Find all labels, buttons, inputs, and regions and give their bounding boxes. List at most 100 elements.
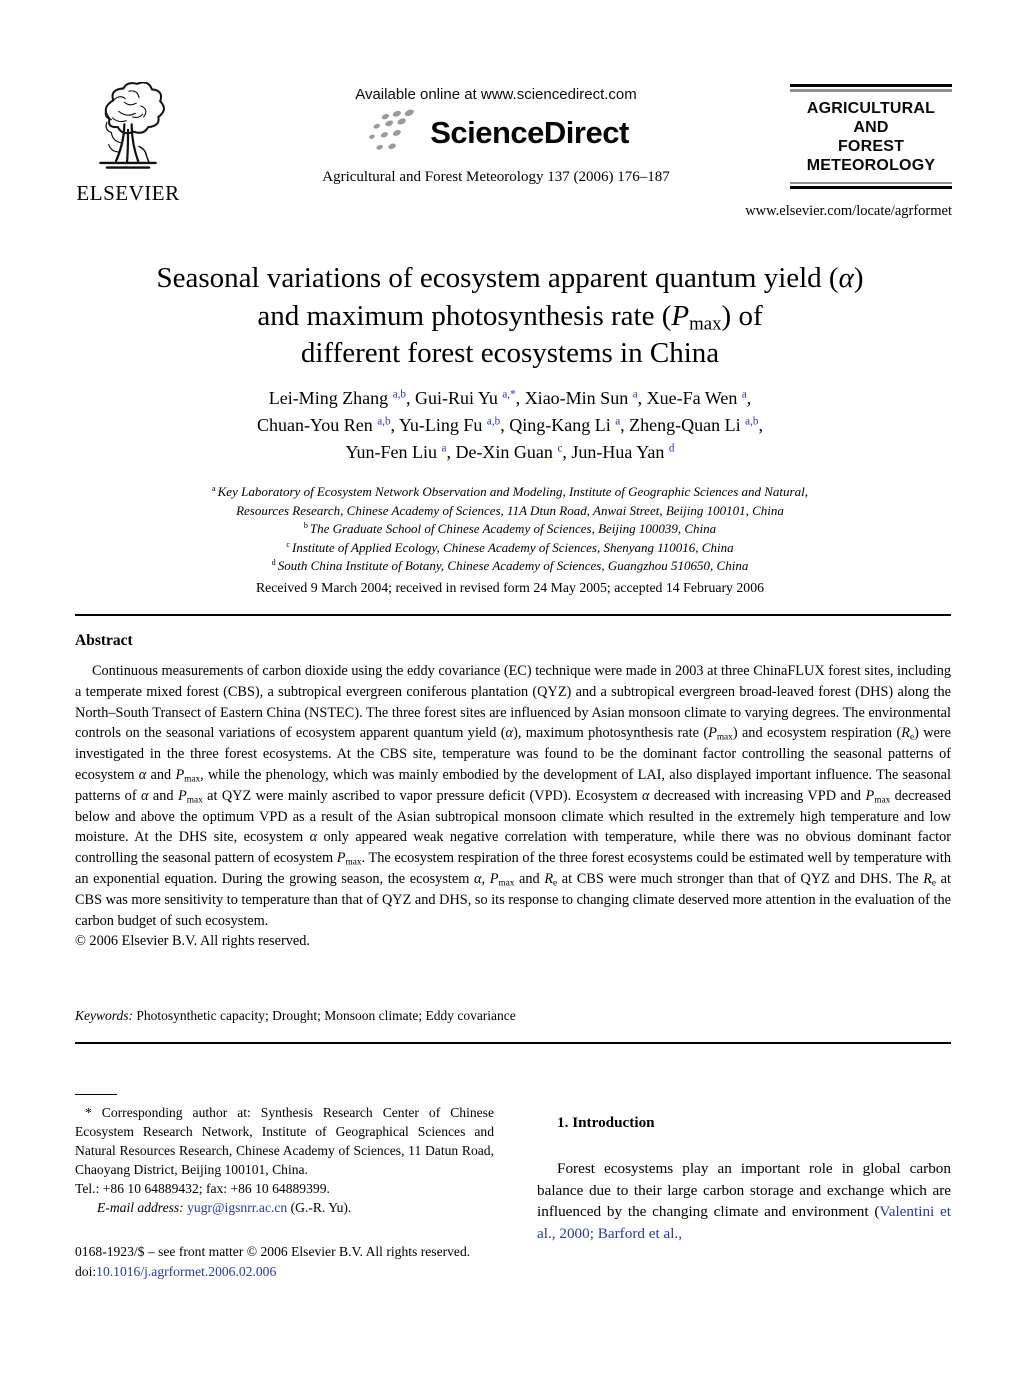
text-segment: a (212, 484, 218, 494)
text-segment: decreased with increasing VPD and (649, 787, 866, 804)
text-segment: P (671, 299, 690, 332)
text-segment: , Xiao-Min Sun (515, 388, 633, 408)
text-segment: Forest ecosystems play an important role… (537, 1159, 951, 1221)
text-segment: and (146, 766, 176, 783)
text-segment: ) of (721, 299, 763, 332)
text-segment: c (286, 539, 293, 549)
footnote-rule (75, 1094, 117, 1096)
copyright-line: © 2006 Elsevier B.V. All rights reserved… (75, 933, 310, 950)
text-segment: , while the phenology, which was mainly … (75, 766, 951, 804)
introduction-paragraph: Forest ecosystems play an important role… (537, 1158, 951, 1245)
text-segment: , Gui-Rui Yu (406, 388, 503, 408)
available-online-text: Available online at www.sciencedirect.co… (355, 86, 637, 103)
abstract-body: Continuous measurements of carbon dioxid… (75, 661, 951, 952)
text-segment: a,b (486, 415, 501, 428)
text-segment: E-mail address: (97, 1200, 188, 1216)
text-segment: max (184, 774, 201, 785)
text-segment: a (441, 442, 447, 455)
box-rule-top-gray (790, 89, 952, 92)
author-list: Lei-Ming Zhang a,b , Gui-Rui Yu a,*, Xiao… (0, 385, 1020, 466)
citation-link[interactable]: Valentini et al., 2000; Barford et al., (537, 1203, 951, 1243)
text-segment: α (309, 829, 318, 846)
header-center: Available online at www.sciencedirect.co… (278, 86, 714, 186)
text-segment: only appeared weak negative correlation … (75, 829, 951, 867)
affiliation-b: b The Graduate School of Chinese Academy… (0, 520, 1020, 539)
text-segment: Institute of Applied Ecology, Chinese Ac… (292, 539, 734, 555)
text-segment: R (544, 870, 554, 887)
text-segment: Lei-Ming Zhang (268, 388, 393, 408)
text-segment: α (505, 725, 514, 742)
text-segment: South China Institute of Botany, Chinese… (277, 558, 749, 574)
text-segment: max (345, 857, 362, 868)
text-segment: at CBS were much stronger than that of Q… (557, 870, 924, 887)
author-line-1: Lei-Ming Zhang a,b, Gui-Rui Yu a,*, Xiao… (0, 385, 1020, 412)
sciencedirect-wordmark: ScienceDirect (430, 115, 629, 150)
doi-link[interactable]: 10.1016/j.agrformet.2006.02.006 (96, 1264, 277, 1279)
text-segment: , Yu-Ling Fu (390, 415, 487, 435)
affiliations: a Key Laboratory of Ecosystem Network Ob… (0, 483, 1020, 576)
text-segment: P (708, 725, 717, 742)
title-line-2: and maximum photosynthesis rate (Pmax) o… (0, 298, 1020, 336)
elsevier-wordmark: ELSEVIER (76, 181, 180, 205)
text-segment: at CBS was more sensitivity to temperatu… (75, 870, 951, 929)
footnote-tel-fax: Tel.: +86 10 64889432; fax: +86 10 64889… (75, 1181, 330, 1197)
text-segment: a,b (377, 415, 391, 428)
issn-copyright-line: 0168-1923/$ – see front matter © 2006 El… (75, 1244, 471, 1259)
text-segment: ) were investigated in the three forest … (75, 725, 952, 783)
text-segment: α (641, 787, 650, 804)
text-segment: a (741, 388, 747, 401)
abstract-paragraph: Continuous measurements of carbon dioxid… (75, 661, 951, 931)
footnote-address: * Corresponding author at: Synthesis Res… (75, 1105, 494, 1178)
journal-citation-line: Agricultural and Forest Meteorology 137 … (322, 169, 670, 185)
introduction-section: 1. Introduction Forest ecosystems play a… (537, 1088, 951, 1245)
title-line-1: Seasonal variations of ecosystem apparen… (0, 260, 1020, 298)
text-segment: a (632, 388, 638, 401)
text-segment: α (838, 262, 854, 294)
text-segment: , (481, 870, 490, 887)
journal-name: AGRICULTURAL AND FOREST METEOROLOGY (806, 99, 936, 174)
divider-rule-bottom (75, 1042, 951, 1044)
text-segment: , Jun-Hua Yan (562, 442, 669, 462)
text-segment: R (901, 725, 910, 742)
text-segment: Seasonal variations of ecosystem apparen… (156, 262, 839, 294)
text-segment: max (689, 313, 722, 335)
text-segment: decreased below and above the optimum VP… (75, 787, 951, 846)
email-link[interactable]: yugr@igsnrr.ac.cn (187, 1200, 288, 1216)
text-segment: ) and ecosystem respiration ( (732, 725, 902, 742)
text-segment: P (175, 766, 185, 783)
text-segment: α (473, 870, 482, 887)
divider-rule-top (75, 614, 951, 616)
text-segment: max (874, 795, 891, 806)
text-segment: P (336, 850, 346, 867)
text-segment: and (514, 870, 545, 887)
box-rule-top-black (790, 84, 952, 87)
text-segment: P (178, 787, 187, 804)
journal-homepage-link[interactable]: www.elsevier.com/locate/agrformet (745, 203, 952, 219)
affiliation-d: d South China Institute of Botany, Chine… (0, 557, 1020, 576)
text-segment: Keywords: (75, 1008, 133, 1023)
text-segment: a (615, 415, 621, 428)
text-segment: b (303, 521, 310, 531)
text-segment: Continuous measurements of carbon dioxid… (75, 663, 951, 742)
sciencedirect-dots-icon (363, 109, 425, 158)
text-segment: , (746, 388, 752, 408)
text-segment: a,* (502, 388, 516, 401)
text-segment: , Qing-Kang Li (500, 415, 616, 435)
text-segment: α (138, 766, 147, 783)
elsevier-logo-block: ELSEVIER (73, 81, 183, 206)
text-segment: , Xue-Fa Wen (637, 388, 742, 408)
text-segment: max (498, 878, 515, 889)
imprint-footer: 0168-1923/$ – see front matter © 2006 El… (75, 1242, 470, 1282)
text-segment: , De-Xin Guan (446, 442, 558, 462)
received-dates: Received 9 March 2004; received in revis… (255, 580, 765, 595)
text-segment: Photosynthetic capacity; Drought; Monsoo… (133, 1008, 516, 1023)
affiliation-c: c Institute of Applied Ecology, Chinese … (0, 539, 1020, 558)
sciencedirect-logo: ScienceDirect (278, 109, 714, 158)
text-segment: P (865, 787, 875, 804)
title-line-3: different forest ecosystems in China (300, 337, 720, 369)
author-line-3: Yun-Fen Liu a, De-Xin Guan c, Jun-Hua Ya… (0, 439, 1020, 466)
text-segment: and (148, 787, 178, 804)
text-segment: doi: (75, 1264, 97, 1279)
text-segment: e (553, 878, 558, 889)
journal-cover-box: AGRICULTURAL AND FOREST METEOROLOGY (790, 84, 952, 189)
